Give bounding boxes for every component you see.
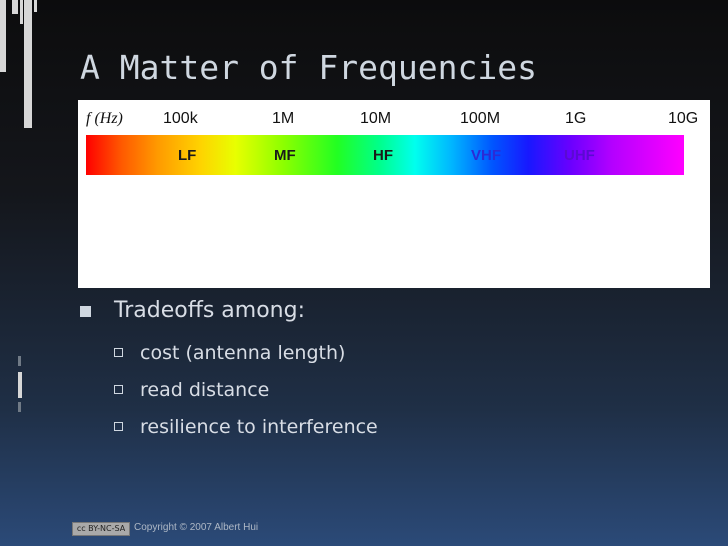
deco-bar bbox=[18, 402, 21, 412]
band-label: HF bbox=[373, 147, 393, 164]
tick-label: 1M bbox=[272, 110, 295, 127]
square-bullet-icon bbox=[80, 306, 91, 317]
hollow-square-bullet-icon bbox=[114, 422, 123, 431]
band-label: MF bbox=[274, 147, 296, 164]
hollow-square-bullet-icon bbox=[114, 385, 123, 394]
deco-bar bbox=[18, 356, 21, 366]
deco-bar bbox=[34, 0, 37, 12]
deco-bar bbox=[18, 372, 22, 398]
deco-bar bbox=[24, 0, 32, 128]
tick-label: 100k bbox=[163, 110, 198, 127]
sub-bullet-text: cost (antenna length) bbox=[140, 342, 346, 364]
band-label: VHF bbox=[471, 147, 501, 164]
band-label: LF bbox=[178, 147, 197, 164]
deco-bar bbox=[12, 0, 18, 14]
tick-label: 100M bbox=[460, 110, 501, 127]
band-label: UHF bbox=[564, 147, 595, 164]
sub-bullet-text: resilience to interference bbox=[140, 416, 378, 438]
tick-label: 10G bbox=[668, 110, 699, 127]
copyright-text: Copyright © 2007 Albert Hui bbox=[134, 522, 259, 533]
bullet-text: Tradeoffs among: bbox=[114, 298, 305, 323]
sub-bullet-text: read distance bbox=[140, 379, 270, 401]
slide-title: A Matter of Frequencies bbox=[80, 48, 537, 87]
spectrum-bar: LF MF HF VHF UHF bbox=[86, 135, 684, 175]
creative-commons-badge[interactable]: cc BY-NC-SA bbox=[72, 522, 130, 536]
frequency-axis: f (Hz) 100k 1M 10M 100M 1G 10G bbox=[78, 110, 710, 134]
axis-label: f (Hz) bbox=[86, 110, 123, 127]
tick-label: 10M bbox=[360, 110, 392, 127]
left-decoration bbox=[0, 0, 40, 546]
deco-bar bbox=[0, 0, 6, 72]
frequency-spectrum-figure: f (Hz) 100k 1M 10M 100M 1G 10G LF MF HF … bbox=[78, 100, 710, 288]
deco-bar bbox=[20, 0, 23, 24]
tick-label: 1G bbox=[565, 110, 587, 127]
hollow-square-bullet-icon bbox=[114, 348, 123, 357]
